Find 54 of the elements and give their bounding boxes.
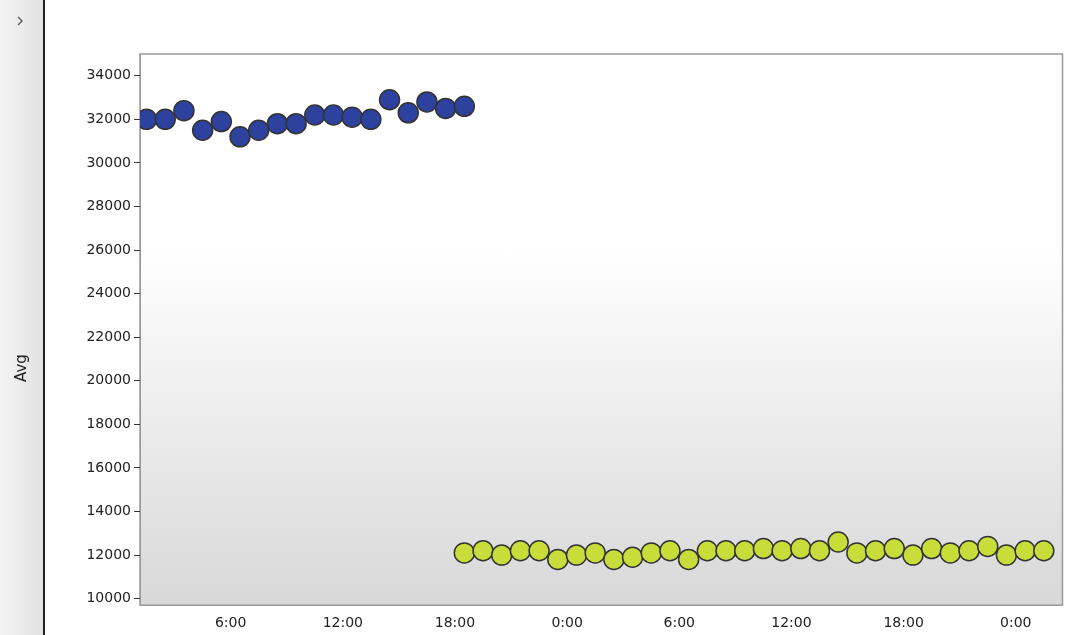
point xyxy=(1033,539,1055,562)
point xyxy=(509,539,532,562)
point xyxy=(976,535,999,558)
point xyxy=(846,542,868,564)
point xyxy=(472,539,494,562)
y-tick-label: 32000 xyxy=(86,110,131,126)
point xyxy=(547,548,569,571)
x-tick-label: 12:00 xyxy=(771,614,812,631)
point xyxy=(528,539,550,562)
y-tick-label: 24000 xyxy=(86,284,131,301)
point xyxy=(790,537,812,560)
y-tick-label: 28000 xyxy=(86,197,131,214)
y-tick-label: 30000 xyxy=(86,153,131,170)
x-tick-label: 18:00 xyxy=(434,614,476,631)
point xyxy=(677,548,700,571)
point xyxy=(958,539,980,562)
point xyxy=(752,537,775,560)
y-tick-label: 34000 xyxy=(86,66,131,83)
point xyxy=(640,542,662,564)
point xyxy=(995,544,1018,566)
y-tick-label: 22000 xyxy=(86,327,131,344)
point xyxy=(939,542,962,564)
point xyxy=(902,544,924,566)
x-tick-label: 18:00 xyxy=(883,614,924,631)
point xyxy=(603,548,625,571)
point xyxy=(715,539,737,562)
y-tick-label: 10000 xyxy=(86,589,131,606)
y-tick-label: 18000 xyxy=(86,415,131,432)
point xyxy=(733,539,756,562)
y-tick-label: 26000 xyxy=(86,240,131,257)
y-tick-label: 14000 xyxy=(86,502,131,519)
point xyxy=(584,542,606,564)
point xyxy=(883,537,906,560)
x-tick-label: 0:00 xyxy=(551,614,583,631)
x-tick-label: 0:00 xyxy=(1000,614,1032,631)
point xyxy=(808,539,831,562)
point xyxy=(864,539,887,562)
point xyxy=(1014,539,1036,562)
point xyxy=(920,537,943,560)
y-tick-label: 16000 xyxy=(86,458,131,475)
x-tick-label: 12:00 xyxy=(322,614,363,631)
point xyxy=(453,542,476,564)
x-tick-label: 6:00 xyxy=(214,614,247,631)
y-axis-title: Avg xyxy=(12,354,30,382)
point xyxy=(771,539,793,562)
point xyxy=(696,539,719,562)
point xyxy=(565,544,588,566)
point xyxy=(490,544,513,566)
point xyxy=(827,531,849,553)
point xyxy=(659,539,681,562)
y-tick-label: 20000 xyxy=(86,371,131,388)
x-tick-label: 6:00 xyxy=(663,614,696,631)
y-tick-label: 12000 xyxy=(86,545,131,562)
point xyxy=(621,546,644,569)
